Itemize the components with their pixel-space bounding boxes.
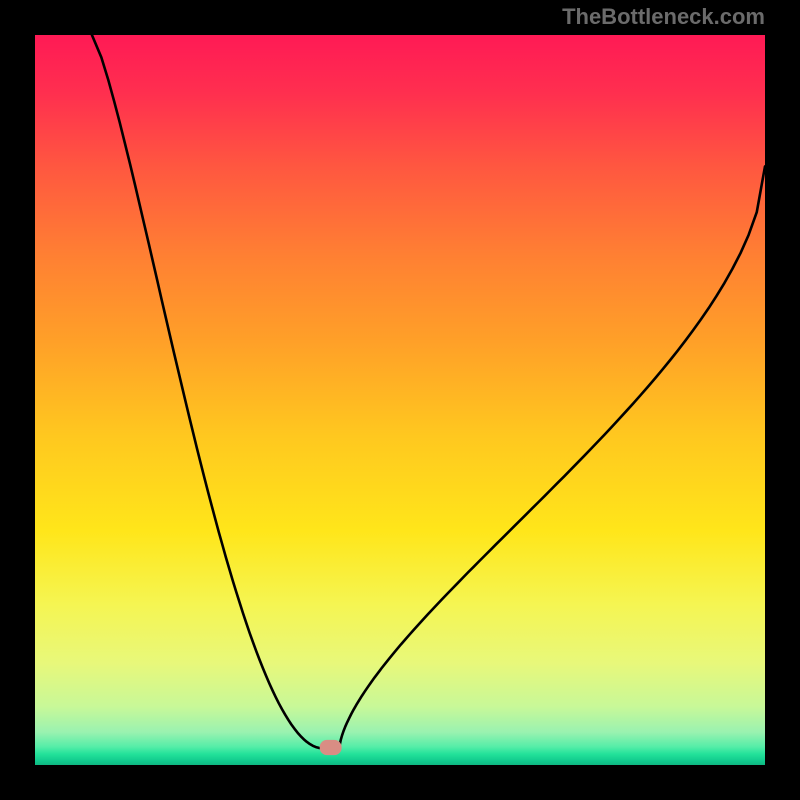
chart-frame: TheBottleneck.com: [0, 0, 800, 800]
plot-area: [35, 35, 765, 765]
watermark-label: TheBottleneck.com: [562, 4, 765, 30]
rainbow-background: [35, 35, 765, 765]
